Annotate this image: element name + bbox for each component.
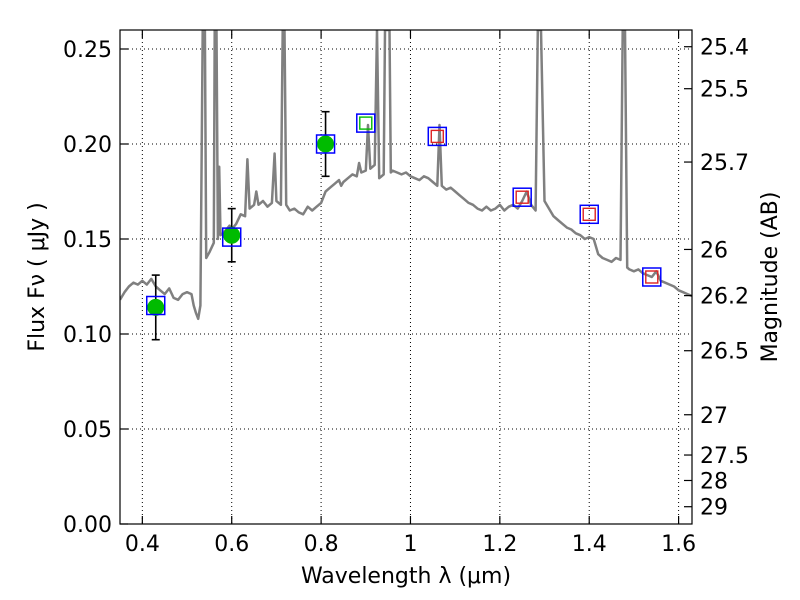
model-flux-square (427, 126, 448, 147)
mag-tick-label: 28 (700, 469, 728, 494)
y-tick-label: 0.20 (63, 133, 112, 158)
x-tick-label: 1.4 (572, 532, 607, 557)
model-flux-square (315, 134, 336, 154)
y-tick-label: 0.25 (63, 38, 112, 63)
mag-tick-label: 25.4 (700, 36, 749, 61)
model-flux-square (221, 227, 242, 247)
axes: 0.4 0.6 0.8 1 1.2 1.4 1.6 0.00 0.05 0.10 0.15 0.20 0… (63, 30, 749, 557)
y-tick-label: 0.00 (63, 513, 112, 538)
observed-point (223, 226, 241, 244)
x-axis-label: Wavelength λ (μm) (301, 564, 511, 589)
spectrum-line (120, 30, 692, 321)
y-tick-label: 0.15 (63, 228, 112, 253)
plot-frame (119, 29, 693, 525)
mag-tick-label: 26.2 (700, 285, 749, 310)
inner-flux-square (645, 270, 659, 284)
mag-tick-label: 25.5 (700, 78, 749, 103)
x-tick-label: 0.6 (214, 532, 249, 557)
mag-tick-label: 27.5 (700, 444, 749, 469)
mag-tick-label: 25.7 (700, 151, 749, 176)
x-tick-label: 1.6 (661, 532, 696, 557)
inner-flux-square (582, 207, 596, 222)
x-tick-label: 1 (403, 532, 417, 557)
y-tick-label: 0.10 (63, 323, 112, 348)
y-axis-label: Flux Fν ( μJy ) (25, 202, 50, 351)
plot-area (120, 30, 692, 341)
y-tick-label: 0.05 (63, 418, 112, 443)
x-tick-label: 1.2 (482, 532, 517, 557)
x-tick-label: 0.8 (304, 532, 339, 557)
mag-tick-label: 29 (700, 496, 728, 521)
model-flux-square (146, 295, 166, 316)
model-flux-square (642, 267, 662, 287)
model-flux-square (356, 113, 376, 133)
right-axis-label: Magnitude (AB) (758, 192, 783, 363)
observed-point (147, 298, 165, 316)
model-flux-square (579, 204, 599, 225)
mag-tick-label: 26 (700, 238, 728, 263)
observed-point (317, 135, 335, 153)
model-flux-square (512, 187, 532, 207)
inner-flux-square (515, 190, 529, 204)
mag-tick-label: 26.5 (700, 340, 749, 365)
inner-flux-square (430, 129, 444, 144)
mag-tick-label: 27 (700, 404, 728, 429)
x-tick-label: 0.4 (125, 532, 160, 557)
inner-flux-square (359, 116, 373, 130)
plot-clipped (120, 30, 692, 341)
